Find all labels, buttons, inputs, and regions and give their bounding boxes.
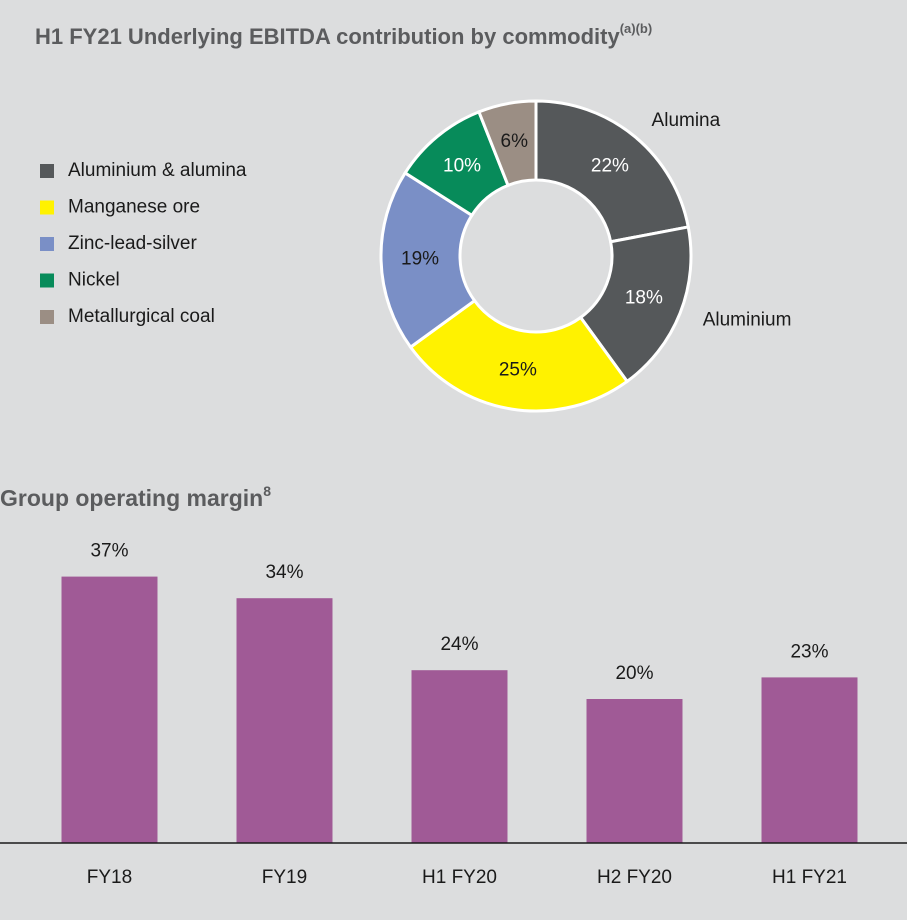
pie-slice [578, 225, 693, 384]
legend-label: Aluminium & alumina [68, 160, 247, 181]
title-text: H1 FY21 Underlying EBITDA contribution b… [35, 24, 620, 49]
legend-label: Metallurgical coal [68, 306, 215, 327]
bar [761, 677, 858, 843]
legend-swatch [40, 273, 54, 288]
slice-value-label: 18% [625, 288, 663, 309]
title-superscript: 8 [263, 483, 271, 499]
pie-title: H1 FY21 Underlying EBITDA contribution b… [35, 21, 652, 48]
x-tick-label: FY19 [262, 867, 307, 888]
bar-value-label: 34% [265, 562, 303, 583]
slice-name-label: Aluminium [703, 309, 792, 330]
slice-name-label: Alumina [652, 110, 721, 131]
x-tick-label: H1 FY21 [772, 867, 847, 888]
pie-slice [476, 99, 538, 188]
x-tick-label: H2 FY20 [597, 867, 672, 888]
bar [61, 576, 158, 843]
bar [411, 670, 508, 843]
bar-value-label: 24% [440, 634, 478, 655]
slice-value-label: 25% [499, 360, 537, 381]
legend-swatch [40, 164, 54, 178]
legend-swatch [40, 310, 54, 324]
slice-value-label: 6% [501, 131, 529, 152]
x-tick-label: FY18 [87, 867, 132, 888]
bar-value-label: 20% [615, 663, 653, 684]
title-superscript: (a)(b) [620, 21, 653, 36]
bar-value-label: 37% [90, 541, 128, 562]
bar [236, 598, 333, 843]
slice-value-label: 19% [401, 249, 439, 270]
legend-swatch [40, 237, 54, 251]
bar-value-label: 23% [790, 641, 828, 662]
legend-label: Manganese ore [68, 197, 200, 218]
pie-slice [408, 298, 630, 413]
legend-label: Zinc-lead-silver [68, 233, 197, 254]
pie-slice [534, 99, 691, 244]
title-text: Group operating margin [0, 485, 263, 511]
legend-swatch [40, 200, 54, 215]
slice-value-label: 22% [591, 156, 629, 177]
x-tick-label: H1 FY20 [422, 867, 497, 888]
pie-slice [379, 170, 477, 350]
bar-title: Group operating margin8 [0, 483, 271, 511]
bar [586, 699, 683, 843]
legend-label: Nickel [68, 270, 120, 291]
slice-value-label: 10% [443, 156, 481, 177]
